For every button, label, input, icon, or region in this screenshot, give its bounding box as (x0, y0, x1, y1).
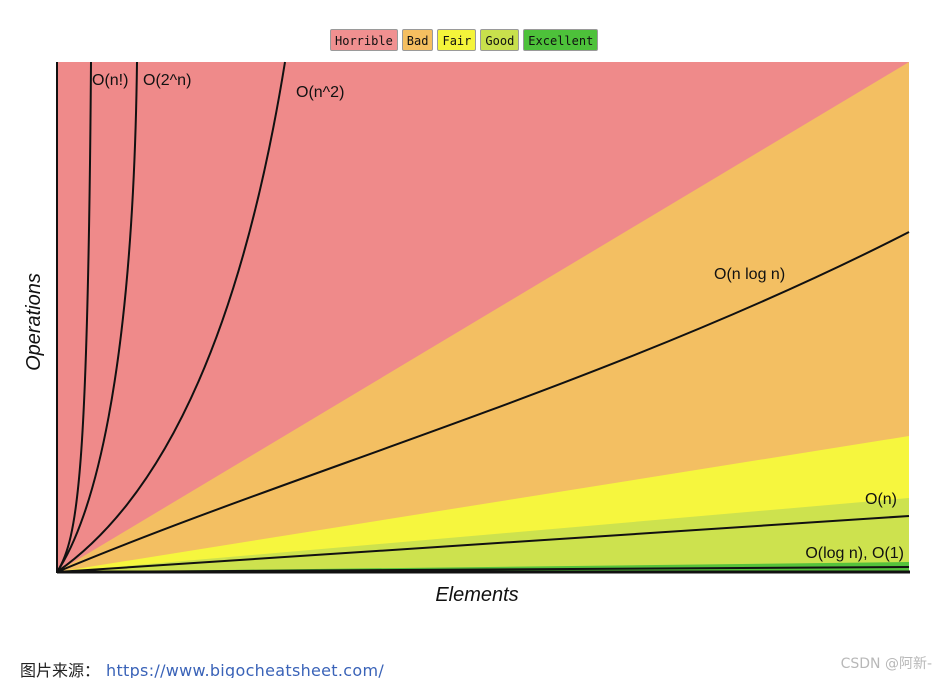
curve-o-2-n (56, 61, 138, 573)
image-source-caption: 图片来源： https://www.bigocheatsheet.com/ (20, 657, 384, 678)
curve-label-o-log-n-o-1: O(log n), O(1) (805, 545, 904, 562)
curve-o-n-2 (56, 61, 286, 573)
chart-legend: Horrible Bad Fair Good Excellent (330, 29, 599, 51)
x-axis-title: Elements (435, 584, 518, 606)
curve-o-n (56, 515, 910, 573)
legend-item-excellent: Excellent (523, 29, 599, 51)
legend-item-good: Good (480, 29, 520, 51)
complexity-regions (57, 62, 909, 572)
legend-item-bad: Bad (401, 29, 434, 51)
legend-item-horrible: Horrible (330, 29, 398, 51)
curve-labels: O(n!) O(2^n) O(n^2) O(n log n) O(n) O(log n),… (92, 72, 904, 562)
region-bad (57, 62, 909, 572)
source-label: 图片来源： (20, 661, 101, 678)
region-good (57, 498, 909, 572)
csdn-watermark: CSDN @阿新- (840, 656, 932, 672)
curve-label-o-n-2: O(n^2) (296, 84, 344, 101)
curve-label-o-n: O(n) (865, 491, 897, 508)
y-axis-title: Operations (23, 273, 45, 371)
curve-o-n (56, 61, 92, 573)
source-link[interactable]: https://www.bigocheatsheet.com/ (106, 661, 385, 678)
curve-label-o-2-n: O(2^n) (143, 72, 191, 89)
curve-label-o-n: O(n!) (92, 72, 128, 89)
legend-item-fair: Fair (437, 29, 477, 51)
curve-label-o-n-log-n: O(n log n) (714, 266, 785, 283)
curve-o-n-log-n (56, 231, 910, 573)
region-excellent (57, 562, 909, 572)
chart-axes (56, 62, 910, 574)
